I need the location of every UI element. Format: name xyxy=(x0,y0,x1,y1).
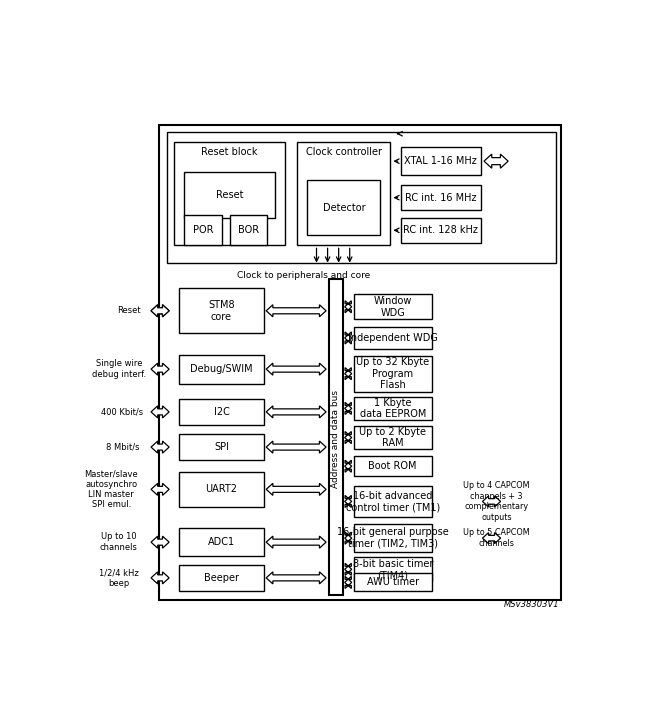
Bar xyxy=(179,434,263,460)
Text: XTAL 1-16 MHz: XTAL 1-16 MHz xyxy=(404,156,477,166)
Bar xyxy=(184,173,275,217)
Text: Window
WDG: Window WDG xyxy=(374,296,412,318)
Polygon shape xyxy=(345,576,352,588)
Text: MSv38303V1: MSv38303V1 xyxy=(504,600,559,609)
Text: Single wire
debug interf.: Single wire debug interf. xyxy=(92,359,146,379)
Polygon shape xyxy=(345,431,352,444)
Polygon shape xyxy=(345,368,352,379)
Polygon shape xyxy=(345,460,352,472)
Text: RC int. 16 MHz: RC int. 16 MHz xyxy=(405,193,476,202)
Polygon shape xyxy=(266,363,326,375)
Polygon shape xyxy=(482,533,500,544)
Bar xyxy=(400,185,481,210)
Bar xyxy=(354,328,432,348)
Polygon shape xyxy=(345,495,352,508)
Bar xyxy=(174,143,285,246)
Bar xyxy=(354,397,432,420)
Bar xyxy=(179,472,263,507)
Bar xyxy=(159,125,561,600)
Bar xyxy=(179,288,263,333)
Text: RC int. 128 kHz: RC int. 128 kHz xyxy=(403,225,478,235)
Text: 400 Kbit/s: 400 Kbit/s xyxy=(101,408,143,416)
Polygon shape xyxy=(345,301,352,312)
Bar xyxy=(230,215,267,246)
Polygon shape xyxy=(151,483,169,495)
Text: 16-bit general purpose
timer (TIM2, TIM3): 16-bit general purpose timer (TIM2, TIM3… xyxy=(337,527,448,549)
Text: Clock controller: Clock controller xyxy=(306,148,382,158)
Bar xyxy=(297,143,391,246)
Polygon shape xyxy=(484,154,508,168)
Text: Clock to peripherals and core: Clock to peripherals and core xyxy=(237,271,370,279)
Text: Independent WDG: Independent WDG xyxy=(348,333,437,343)
Bar xyxy=(179,564,263,591)
Text: Boot ROM: Boot ROM xyxy=(369,462,417,471)
Polygon shape xyxy=(345,532,352,544)
Text: 8-bit basic timer
(TIM4): 8-bit basic timer (TIM4) xyxy=(352,559,433,580)
Bar xyxy=(354,356,432,392)
Text: I2C: I2C xyxy=(214,407,229,417)
Text: Up to 4 CAPCOM
channels + 3
complementary
outputs: Up to 4 CAPCOM channels + 3 complementar… xyxy=(463,481,530,521)
Bar xyxy=(354,486,432,517)
Text: Up to 32 Kbyte
Program
Flash: Up to 32 Kbyte Program Flash xyxy=(356,357,429,390)
Text: Detector: Detector xyxy=(323,202,365,212)
Polygon shape xyxy=(482,496,500,507)
Bar xyxy=(354,557,432,581)
Text: AWU timer: AWU timer xyxy=(367,577,419,587)
Polygon shape xyxy=(266,305,326,317)
Text: 16-bit advanced
control timer (TM1): 16-bit advanced control timer (TM1) xyxy=(346,490,440,512)
Text: Up to 5 CAPCOM
channels: Up to 5 CAPCOM channels xyxy=(463,528,530,548)
Text: 8 Mbit/s: 8 Mbit/s xyxy=(106,443,139,451)
Text: STM8
core: STM8 core xyxy=(208,300,235,322)
Bar xyxy=(179,399,263,425)
Polygon shape xyxy=(266,441,326,453)
Polygon shape xyxy=(151,305,169,317)
Text: Up to 10
channels: Up to 10 channels xyxy=(100,533,138,552)
Bar xyxy=(167,132,556,263)
Text: Debug/SWIM: Debug/SWIM xyxy=(190,364,252,374)
Text: Beeper: Beeper xyxy=(204,573,239,583)
Polygon shape xyxy=(345,402,352,415)
Text: Reset: Reset xyxy=(215,190,243,200)
Bar xyxy=(354,456,432,476)
Text: POR: POR xyxy=(193,225,214,235)
Text: Reset block: Reset block xyxy=(201,148,258,158)
Polygon shape xyxy=(266,406,326,418)
Text: Up to 2 Kbyte
RAM: Up to 2 Kbyte RAM xyxy=(359,427,426,449)
Polygon shape xyxy=(266,536,326,548)
Bar xyxy=(308,180,380,235)
Bar xyxy=(328,279,343,595)
Bar xyxy=(179,354,263,384)
Text: Address and data bus: Address and data bus xyxy=(331,390,340,488)
Polygon shape xyxy=(151,572,169,584)
Bar xyxy=(354,524,432,552)
Polygon shape xyxy=(151,305,169,317)
Text: ADC1: ADC1 xyxy=(208,537,235,547)
Text: Master/slave
autosynchro
LIN master
SPI emul.: Master/slave autosynchro LIN master SPI … xyxy=(84,469,138,510)
Polygon shape xyxy=(151,406,169,418)
Polygon shape xyxy=(151,363,169,375)
Polygon shape xyxy=(345,563,352,575)
Bar xyxy=(400,148,481,175)
Polygon shape xyxy=(151,536,169,548)
Bar xyxy=(179,528,263,556)
Text: SPI: SPI xyxy=(214,442,229,452)
Polygon shape xyxy=(345,332,352,344)
Polygon shape xyxy=(266,483,326,495)
Bar xyxy=(184,215,222,246)
Bar xyxy=(400,217,481,243)
Text: Reset: Reset xyxy=(117,306,141,315)
Text: UART2: UART2 xyxy=(206,485,238,495)
Text: BOR: BOR xyxy=(238,225,259,235)
Bar xyxy=(354,573,432,591)
Polygon shape xyxy=(266,572,326,584)
Bar xyxy=(354,426,432,449)
Text: 1 Kbyte
data EEPROM: 1 Kbyte data EEPROM xyxy=(360,397,426,419)
Text: 1/2/4 kHz
beep: 1/2/4 kHz beep xyxy=(99,568,139,588)
Polygon shape xyxy=(151,441,169,453)
Bar xyxy=(354,294,432,320)
